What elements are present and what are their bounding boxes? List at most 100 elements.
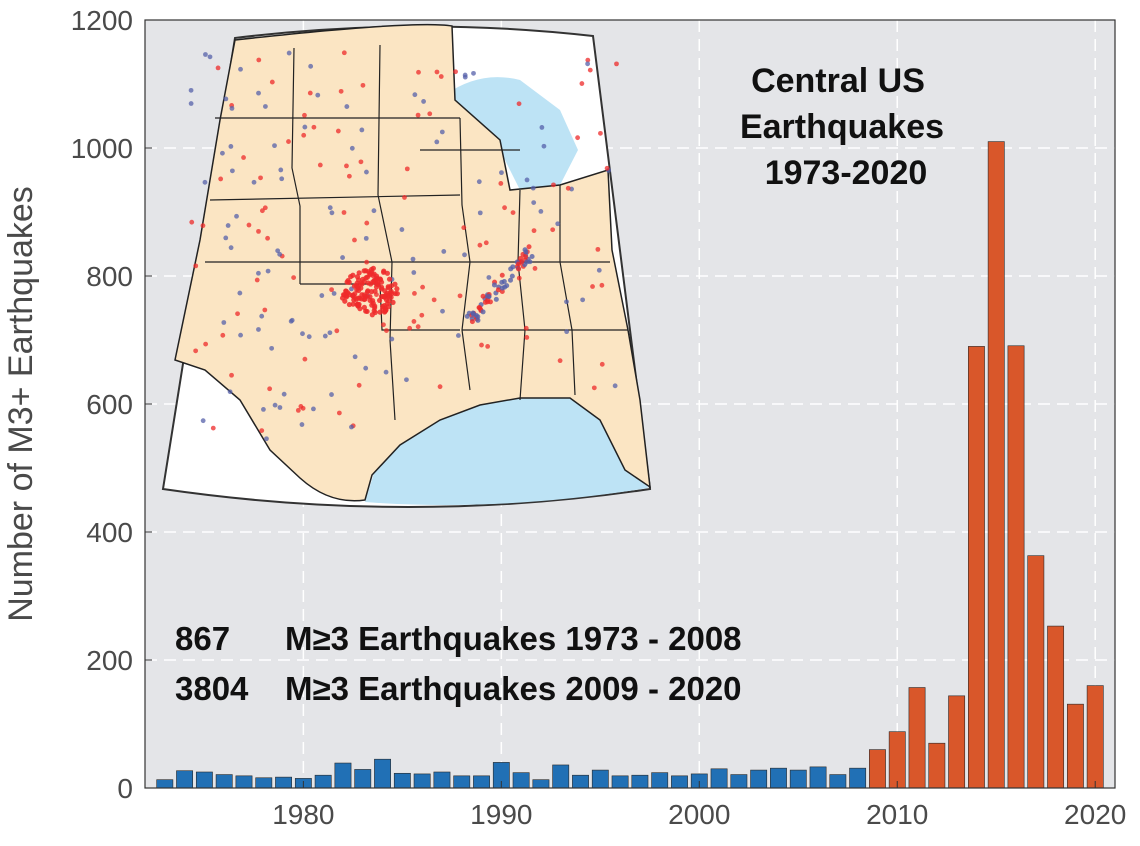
quake-dot <box>352 354 358 360</box>
quake-dot <box>346 173 352 179</box>
quake-dot <box>498 181 504 186</box>
quake-dot <box>510 264 516 270</box>
quake-dot <box>367 272 373 278</box>
bar-1979 <box>275 776 292 789</box>
bar-1996 <box>611 775 629 789</box>
quake-dot <box>477 242 483 248</box>
quake-dot <box>361 278 367 284</box>
quake-dot <box>229 105 235 111</box>
quake-dot <box>483 240 489 246</box>
quake-dot <box>370 265 376 271</box>
quake-dot <box>317 162 323 168</box>
x-tick-label: 2010 <box>866 799 928 830</box>
quake-dot <box>372 288 378 294</box>
quake-dot <box>307 90 313 96</box>
quake-dot <box>193 348 199 354</box>
quake-dot <box>590 284 595 289</box>
quake-dot <box>476 179 482 185</box>
y-tick-label: 600 <box>86 389 133 420</box>
bar-1983 <box>354 769 372 789</box>
quake-dot <box>585 57 591 63</box>
quake-dot <box>334 328 340 334</box>
quake-dot <box>238 66 243 72</box>
quake-dot <box>407 325 413 331</box>
quake-dot <box>550 227 556 233</box>
quake-dot <box>411 270 417 275</box>
quake-dot <box>319 293 325 298</box>
quake-dot <box>234 213 239 219</box>
quake-dot <box>354 274 361 280</box>
y-axis-label: Number of M3+ Earthquakes <box>2 186 40 622</box>
quake-dot <box>541 143 547 149</box>
quake-dot <box>499 279 505 285</box>
quake-dot <box>289 317 295 323</box>
quake-dot <box>464 313 470 319</box>
quake-dot <box>415 324 421 330</box>
quake-dot <box>238 332 243 338</box>
quake-dot <box>456 333 461 338</box>
annotation-text-2: M≥3 Earthquakes 2009 - 2020 <box>285 670 742 707</box>
quake-dot <box>352 237 357 243</box>
annotation-count-1: 867 <box>175 620 230 657</box>
quake-dot <box>420 284 426 290</box>
bar-2019 <box>1066 703 1084 789</box>
quake-dot <box>295 407 301 413</box>
quake-dot <box>421 99 426 104</box>
quake-dot <box>475 317 481 323</box>
quake-dot <box>470 311 476 317</box>
quake-dot <box>344 279 350 285</box>
quake-dot <box>341 210 347 215</box>
quake-dot <box>363 235 369 241</box>
quake-dot <box>353 282 359 289</box>
quake-dot <box>575 135 581 141</box>
quake-dot <box>203 341 209 347</box>
quake-dot <box>207 54 213 60</box>
quake-dot <box>246 222 252 228</box>
quake-dot <box>453 69 458 75</box>
quake-dot <box>522 247 528 253</box>
quake-dot <box>438 74 444 79</box>
quake-dot <box>384 328 389 334</box>
quake-dot <box>404 377 409 383</box>
quake-dot <box>415 112 421 118</box>
quake-dot <box>509 273 515 279</box>
bar-2013 <box>948 695 966 789</box>
quake-dot <box>361 268 367 274</box>
bar-2020 <box>1086 685 1104 789</box>
quake-dot <box>329 210 335 216</box>
quake-dot <box>277 405 283 410</box>
bar-1988 <box>453 775 471 789</box>
bar-2006 <box>809 766 827 789</box>
quake-dot <box>375 282 381 288</box>
quake-dot <box>331 291 337 296</box>
quake-dot <box>350 301 356 307</box>
bar-1993 <box>552 764 570 789</box>
quake-dot <box>479 342 484 348</box>
quake-dot <box>510 210 516 215</box>
quake-dot <box>344 163 349 169</box>
quake-dot <box>364 169 369 175</box>
quake-dot <box>557 358 563 364</box>
quake-dot <box>471 70 476 76</box>
quake-dot <box>221 320 227 325</box>
quake-dot <box>348 274 354 280</box>
quake-dot <box>404 166 410 172</box>
quake-dot <box>502 205 507 211</box>
quake-dot <box>412 290 417 296</box>
quake-dot <box>302 124 308 130</box>
quake-dot <box>301 132 307 138</box>
quake-dot <box>516 275 522 281</box>
quake-dot <box>355 301 361 307</box>
quake-dot <box>370 300 376 306</box>
quake-dot <box>286 50 292 56</box>
quake-dot <box>364 220 370 226</box>
quake-dot <box>599 282 605 288</box>
quake-dot <box>356 382 362 388</box>
quake-dot <box>382 307 388 313</box>
quake-dot <box>227 389 233 395</box>
quake-dot <box>596 267 602 273</box>
quake-dot <box>300 331 305 337</box>
quake-dot <box>256 57 262 63</box>
quake-dot <box>565 185 571 191</box>
y-tick-label: 800 <box>86 261 133 292</box>
